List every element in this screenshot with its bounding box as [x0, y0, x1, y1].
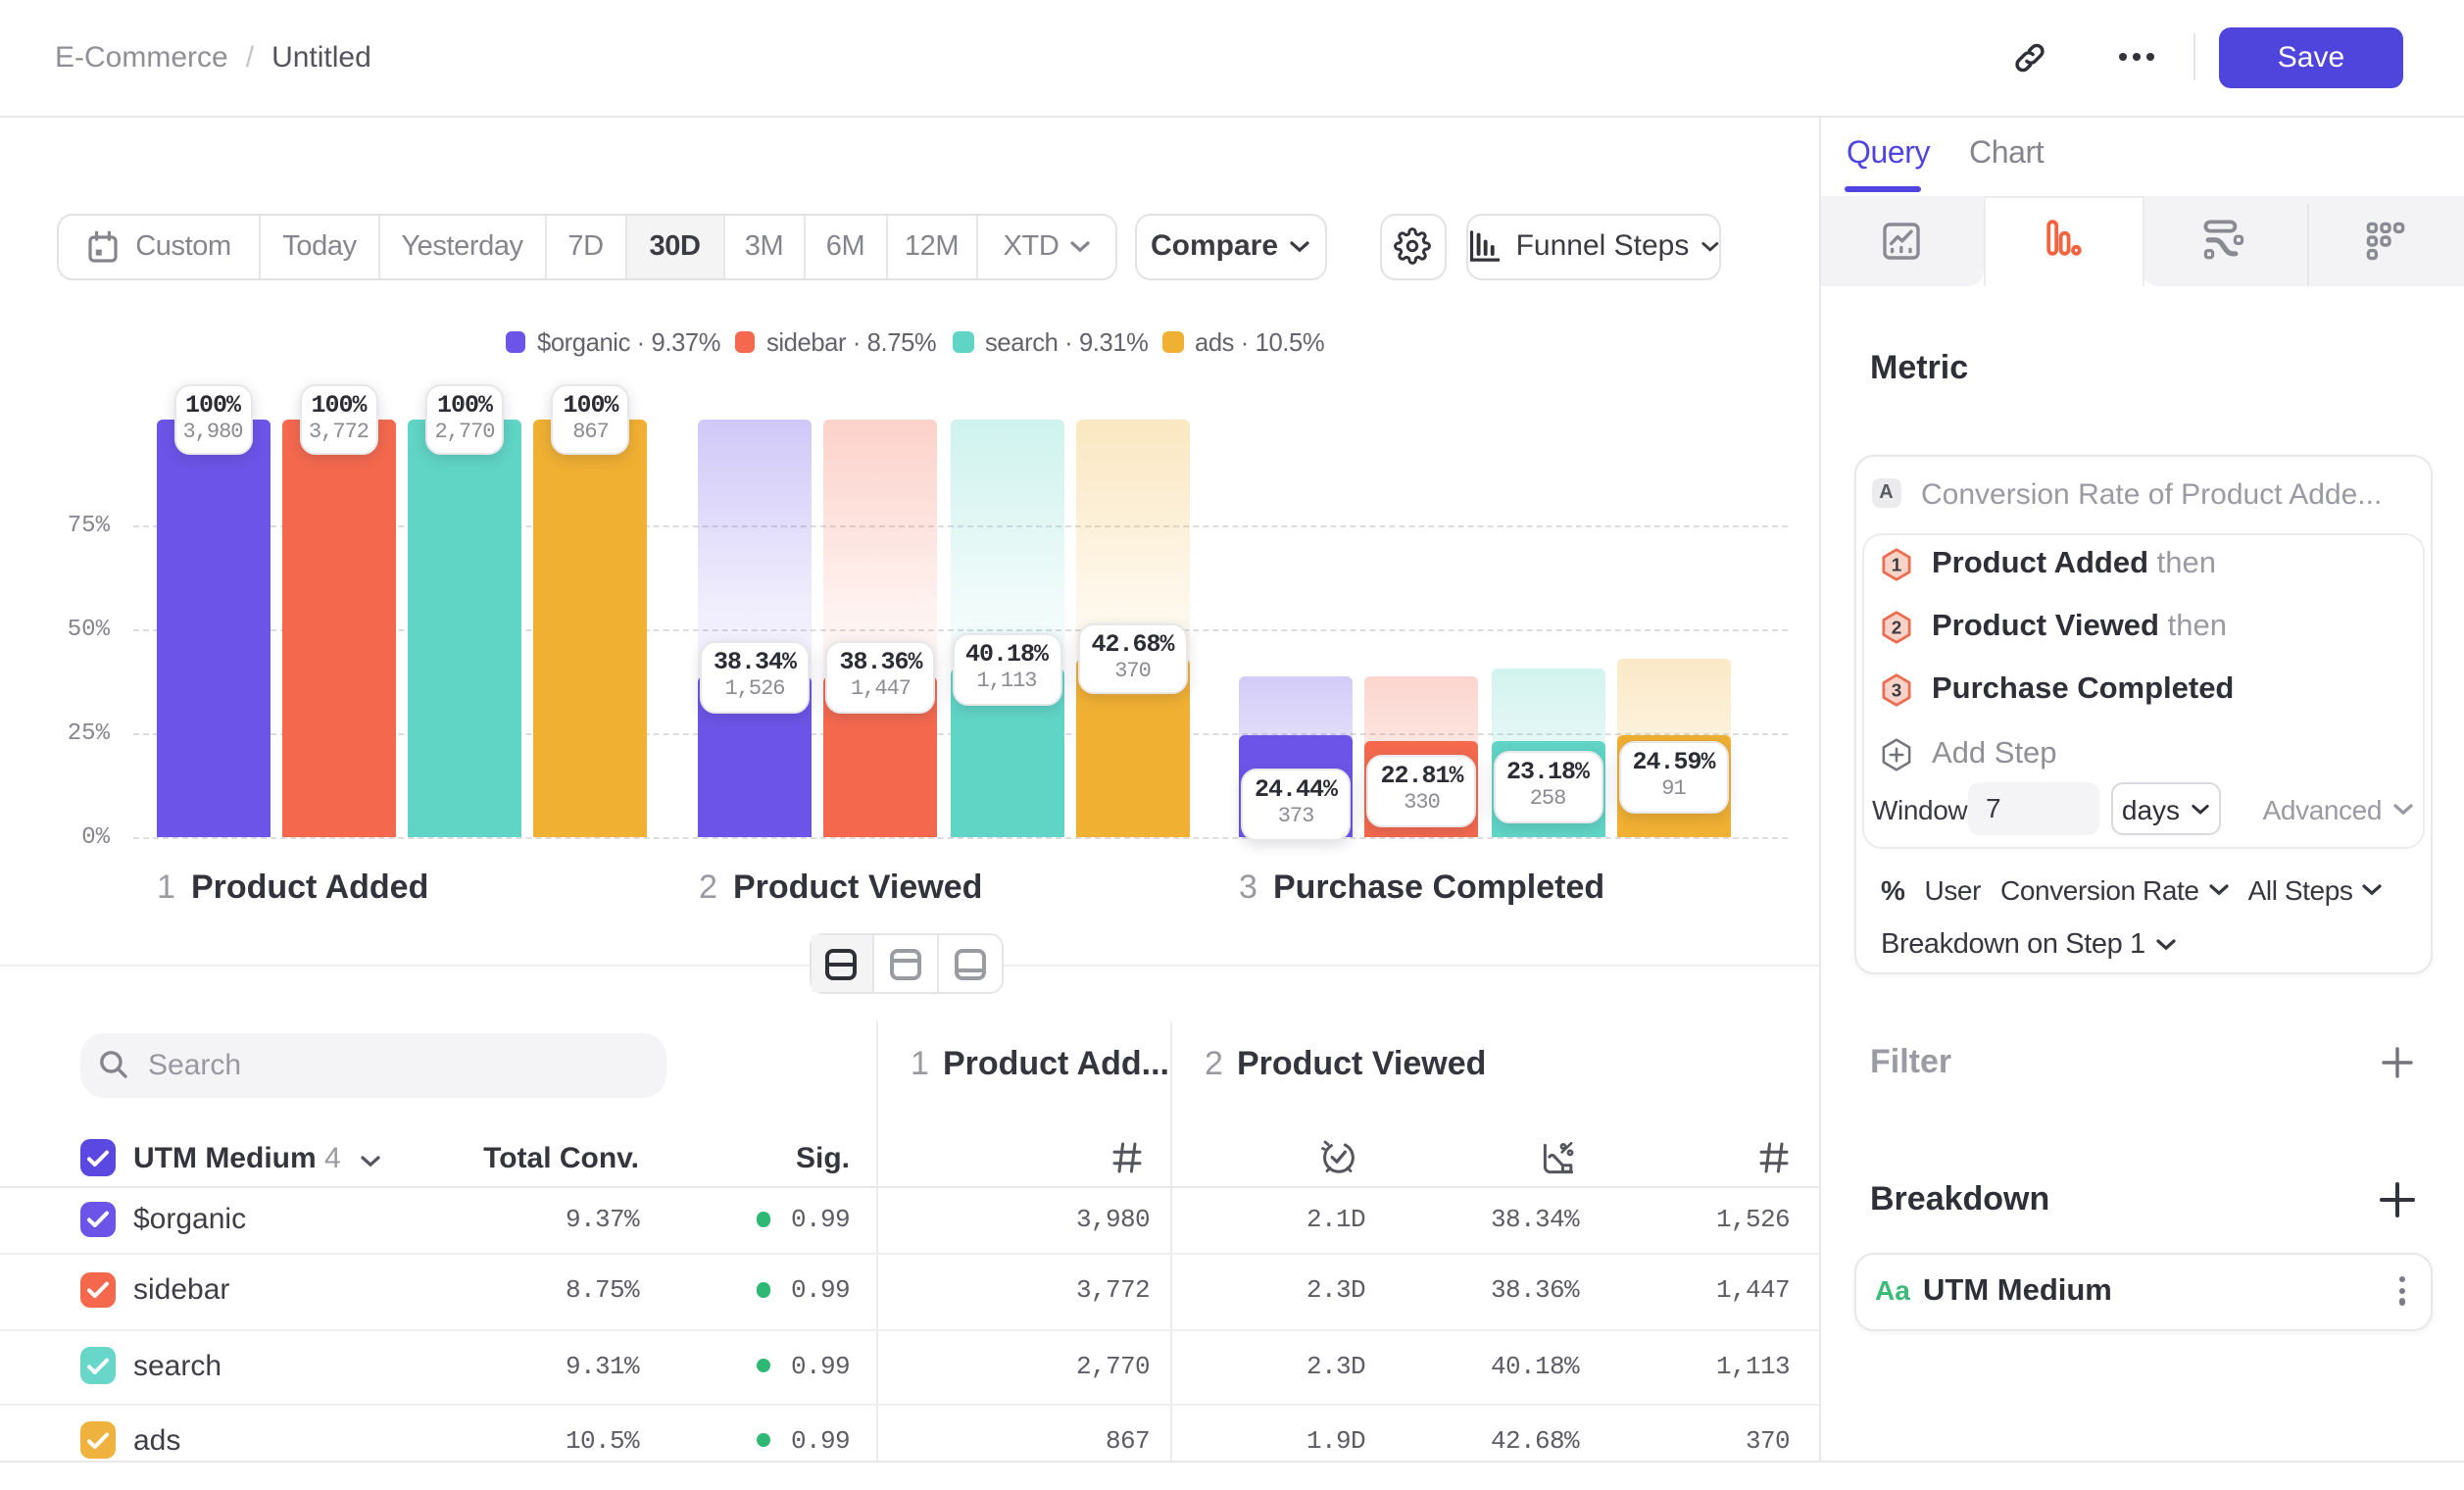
svg-text:2: 2 [1891, 618, 1901, 638]
svg-text:3: 3 [1891, 680, 1901, 701]
svg-text:1: 1 [1891, 555, 1901, 575]
